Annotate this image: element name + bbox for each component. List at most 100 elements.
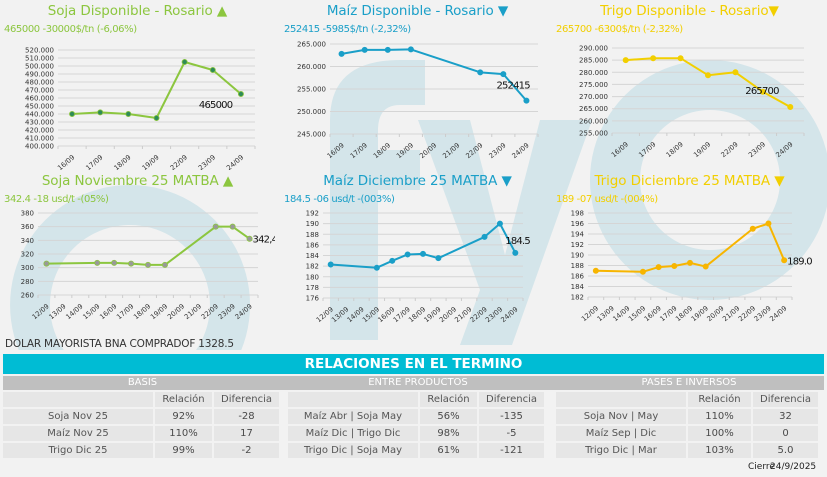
entre-productos-header-blank — [288, 392, 418, 407]
y-tick-label: 260 — [21, 292, 34, 300]
x-tick-label: 17/09 — [637, 140, 657, 159]
x-tick-label: 19/09 — [690, 304, 710, 323]
y-tick-label: 260.000 — [297, 63, 326, 71]
x-tick-label: 22/09 — [169, 153, 189, 170]
trend-down-icon: ▼ — [497, 3, 509, 19]
x-tick-label: 20/09 — [418, 141, 438, 160]
data-point — [97, 109, 104, 116]
data-point — [759, 88, 766, 95]
entre-productos-row-diferencia: -121 — [479, 443, 544, 458]
data-point — [419, 250, 426, 257]
x-tick-label: 22/09 — [720, 140, 740, 159]
pases-inversos-row-relacion: 100% — [688, 426, 751, 441]
data-point — [781, 257, 788, 264]
y-tick-label: 420.000 — [25, 127, 54, 135]
x-tick-label: 18/09 — [132, 302, 152, 321]
chart-subtitle: 189 -07 usd/t -(004%) — [556, 194, 658, 205]
chart-plot: 182 184 186 188 190 192 194 196 198 12/0913/0914/… — [571, 210, 813, 324]
chart-title: Trigo Disponible - Rosario▼ — [600, 3, 779, 19]
x-tick-label: 18/09 — [112, 153, 132, 170]
pases-inversos-row-label: Maíz Sep | Dic — [556, 426, 686, 441]
chart-subtitle: 184.5 -06 usd/t -(003%) — [284, 194, 395, 205]
entre-productos-row-label: Trigo Dic | Soja May — [288, 443, 418, 458]
x-tick-label: 17/09 — [115, 302, 135, 321]
y-tick-label: 410.000 — [25, 135, 54, 143]
basis-row-diferencia: 17 — [214, 426, 279, 441]
data-point — [384, 46, 391, 53]
data-point — [639, 268, 646, 275]
x-tick-label: 24/09 — [774, 140, 794, 159]
pases-inversos-row-label: Trigo Dic | Mar — [556, 443, 686, 458]
y-tick-label: 285.000 — [579, 57, 608, 65]
pases-inversos-row-relacion: 110% — [688, 409, 751, 424]
x-tick-label: 18/09 — [674, 304, 694, 323]
pases-inversos-col-diferencia: Diferencia — [753, 392, 818, 407]
pases-inversos-row-diferencia: 32 — [753, 409, 818, 424]
chart-plot: 255.000 260.000 265.000 270.000 275.000 280.0… — [579, 45, 805, 159]
x-tick-label: 14/09 — [64, 302, 84, 321]
data-point — [523, 97, 530, 104]
cierre-label: Cierre — [748, 462, 775, 472]
x-tick-label: 21/09 — [441, 141, 461, 160]
data-point — [677, 55, 684, 62]
watermark-letter-y — [418, 120, 592, 345]
y-tick-label: 265.000 — [579, 105, 608, 113]
x-tick-label: 16/09 — [610, 140, 630, 159]
y-tick-label: 180 — [306, 273, 319, 281]
x-tick-label: 18/09 — [372, 141, 392, 160]
y-tick-label: 178 — [306, 284, 319, 292]
data-point — [765, 220, 772, 227]
data-point — [43, 260, 50, 267]
series-line — [341, 48, 528, 102]
x-tick-label: 24/09 — [225, 153, 245, 170]
x-tick-label: 19/09 — [395, 141, 415, 160]
section-header-pases: PASES E INVERSOS — [554, 376, 824, 390]
chart-subtitle: 265700 -6300$/tn (-2,32%) — [556, 24, 683, 35]
data-point — [181, 59, 188, 66]
chart-plot: 17617818018218418618819019212/0913/0914/… — [306, 210, 532, 325]
trend-up-icon: ▲ — [216, 3, 228, 19]
y-tick-label: 260.000 — [579, 117, 608, 125]
pases-inversos-row-diferencia: 0 — [753, 426, 818, 441]
last-value-label: 465000 — [199, 100, 233, 111]
y-tick-label: 280 — [21, 278, 34, 286]
last-value-label: 184.5 — [505, 236, 530, 247]
x-tick-label: 23/09 — [487, 141, 507, 160]
chart-title: Maíz Disponible - Rosario ▼ — [326, 3, 509, 19]
entre-productos-row-relacion: 61% — [420, 443, 477, 458]
chart-trigo-diciembre: Trigo Diciembre 25 MATBA ▼ 189 -07 usd/t… — [552, 170, 827, 340]
chart-soja-noviembre: Soja Noviembre 25 MATBA ▲ 342.4 -18 usd/… — [0, 170, 275, 340]
chart-plot: 400.000410.000420.000430.000440.000450.0… — [25, 47, 256, 170]
data-point — [389, 257, 396, 264]
data-point — [435, 255, 442, 262]
entre-productos-row-label: Maíz Abr | Soja May — [288, 409, 418, 424]
y-tick-label: 188 — [306, 231, 319, 239]
data-point — [246, 235, 253, 242]
relaciones-title-banner: RELACIONES EN EL TERMINO — [3, 354, 824, 374]
data-point — [477, 69, 484, 76]
data-point — [686, 259, 693, 266]
y-tick-label: 198 — [571, 210, 584, 218]
basis-row-diferencia: -2 — [214, 443, 279, 458]
last-value-label: 265700 — [745, 86, 779, 97]
chart-trigo-disponible: Trigo Disponible - Rosario▼ 265700 -6300… — [552, 0, 827, 170]
y-tick-label: 460.000 — [25, 95, 54, 103]
chart-title: Maíz Diciembre 25 MATBA ▼ — [323, 173, 512, 189]
x-tick-label: 20/09 — [706, 304, 726, 323]
data-point — [404, 251, 411, 258]
x-tick-label: 23/09 — [753, 304, 773, 323]
y-tick-label: 290.000 — [579, 45, 608, 53]
data-point — [373, 264, 380, 271]
x-tick-label: 16/09 — [98, 302, 118, 321]
x-tick-label: 12/09 — [580, 304, 600, 323]
section-header-basis: BASIS — [3, 376, 282, 390]
x-tick-label: 19/09 — [141, 153, 161, 170]
y-tick-label: 470.000 — [25, 87, 54, 95]
y-tick-label: 182 — [571, 294, 584, 302]
y-tick-label: 440.000 — [25, 111, 54, 119]
x-tick-label: 22/09 — [737, 304, 757, 323]
x-tick-label: 23/09 — [217, 302, 237, 321]
data-point — [496, 220, 503, 227]
y-tick-label: 255.000 — [297, 86, 326, 94]
entre-productos-col-diferencia: Diferencia — [479, 392, 544, 407]
